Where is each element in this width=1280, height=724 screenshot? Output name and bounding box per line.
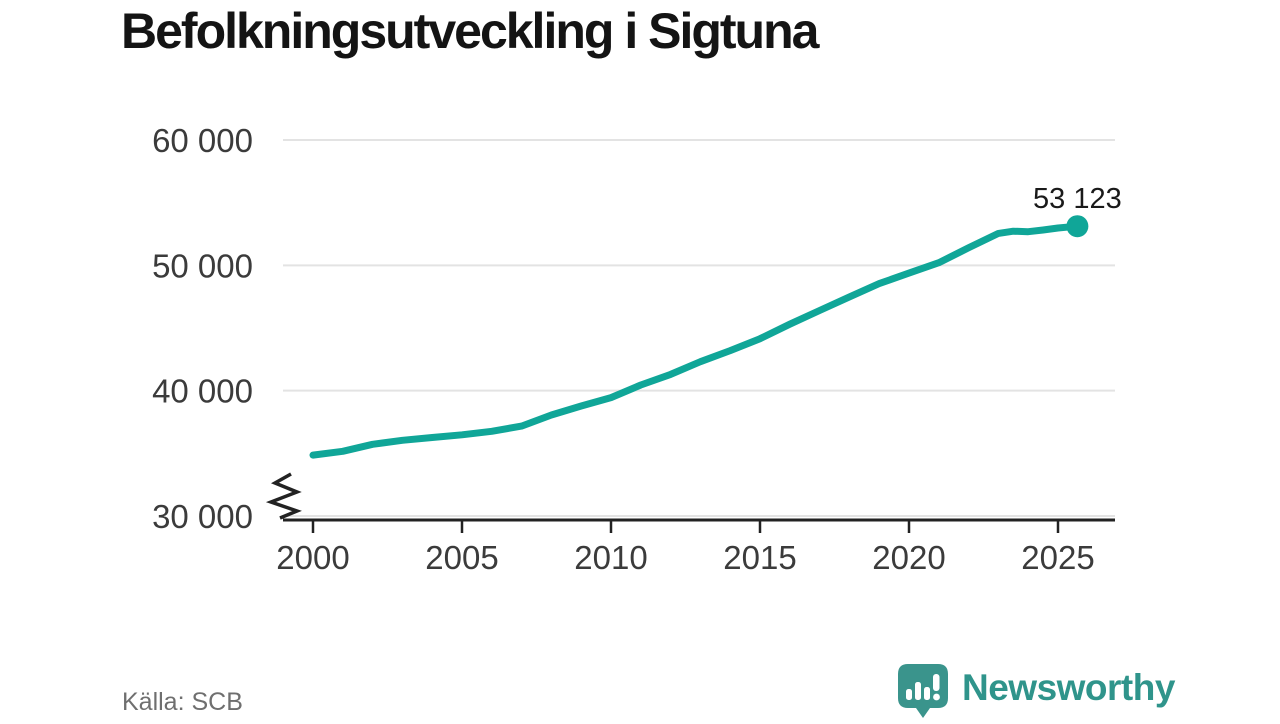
source-label: Källa: SCB (122, 688, 243, 716)
latest-value-label: 53 123 (1033, 183, 1122, 215)
axis-break-icon (265, 472, 302, 520)
y-tick-label: 60 000 (152, 122, 253, 159)
x-tick-label: 2010 (574, 539, 647, 576)
x-tick-label: 2000 (276, 539, 349, 576)
plot-area: 30 000 40 000 50 000 60 000 2000 2005 2010 2015… (152, 122, 1122, 576)
population-line (309, 222, 1081, 459)
x-tick-label: 2020 (872, 539, 945, 576)
newsworthy-wordmark: Newsworthy (962, 667, 1175, 708)
newsworthy-speech-bubble-chart-icon (897, 663, 949, 724)
newsworthy-logo: Newsworthy (897, 663, 1175, 724)
y-tick-label: 40 000 (152, 373, 253, 410)
y-tick-label: 30 000 (152, 498, 253, 535)
x-tick-label: 2005 (425, 539, 498, 576)
x-tick-label: 2015 (723, 539, 796, 576)
y-tick-label: 50 000 (152, 247, 253, 284)
x-tick-label: 2025 (1021, 539, 1094, 576)
latest-point-marker (1066, 215, 1089, 238)
chart-title: Befolkningsutveckling i Sigtuna (121, 3, 819, 59)
